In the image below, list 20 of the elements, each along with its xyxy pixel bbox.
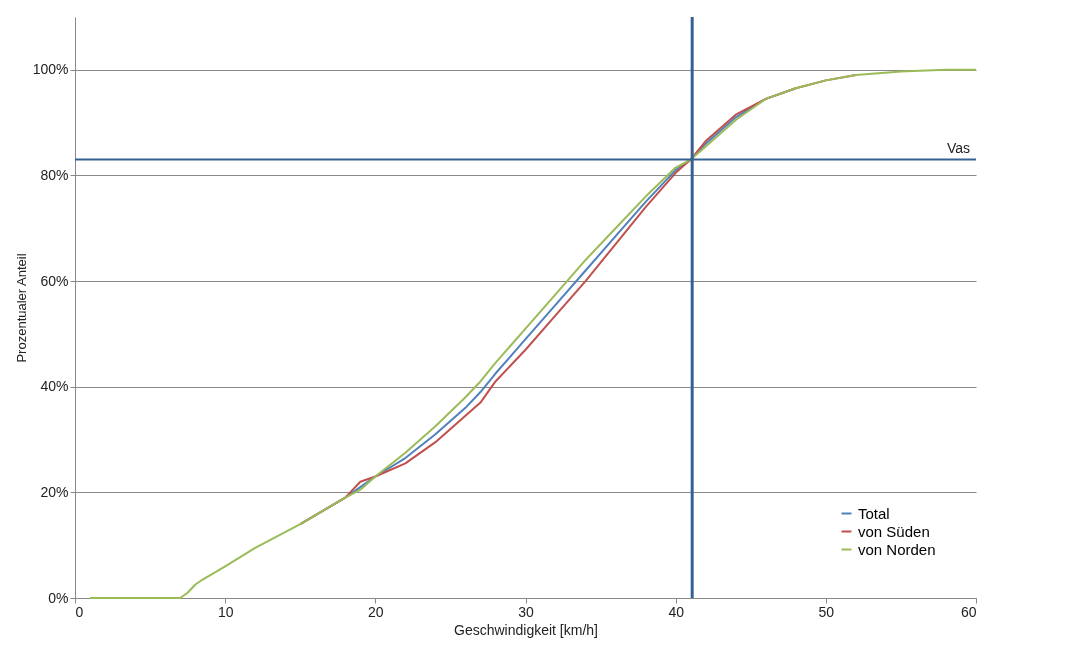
y-tick-label: 40% <box>40 378 69 395</box>
x-tick-label: 0 <box>75 603 84 620</box>
x-tick-label: 40 <box>668 603 685 620</box>
legend-label: von Süden <box>858 522 930 540</box>
y-tick-label: 60% <box>40 272 69 289</box>
y-tick-label: 100% <box>32 61 69 78</box>
y-axis-title: Prozentualer Anteil <box>13 253 29 363</box>
y-tick-label: 0% <box>48 589 69 606</box>
ref-line-label: Vas <box>946 139 970 156</box>
y-tick-label: 20% <box>40 483 69 500</box>
x-tick-label: 50 <box>818 603 835 620</box>
x-axis-title: Geschwindigkeit [km/h] <box>454 621 598 638</box>
x-tick-label: 60 <box>960 603 977 620</box>
line-series <box>89 68 977 599</box>
y-tick-label: 80% <box>40 166 69 183</box>
x-tick-label: 30 <box>518 603 534 620</box>
legend-label: Total <box>858 504 890 522</box>
x-tick-label: 20 <box>368 603 384 620</box>
legend-label: von Norden <box>858 540 936 558</box>
x-tick-label: 10 <box>217 603 234 620</box>
